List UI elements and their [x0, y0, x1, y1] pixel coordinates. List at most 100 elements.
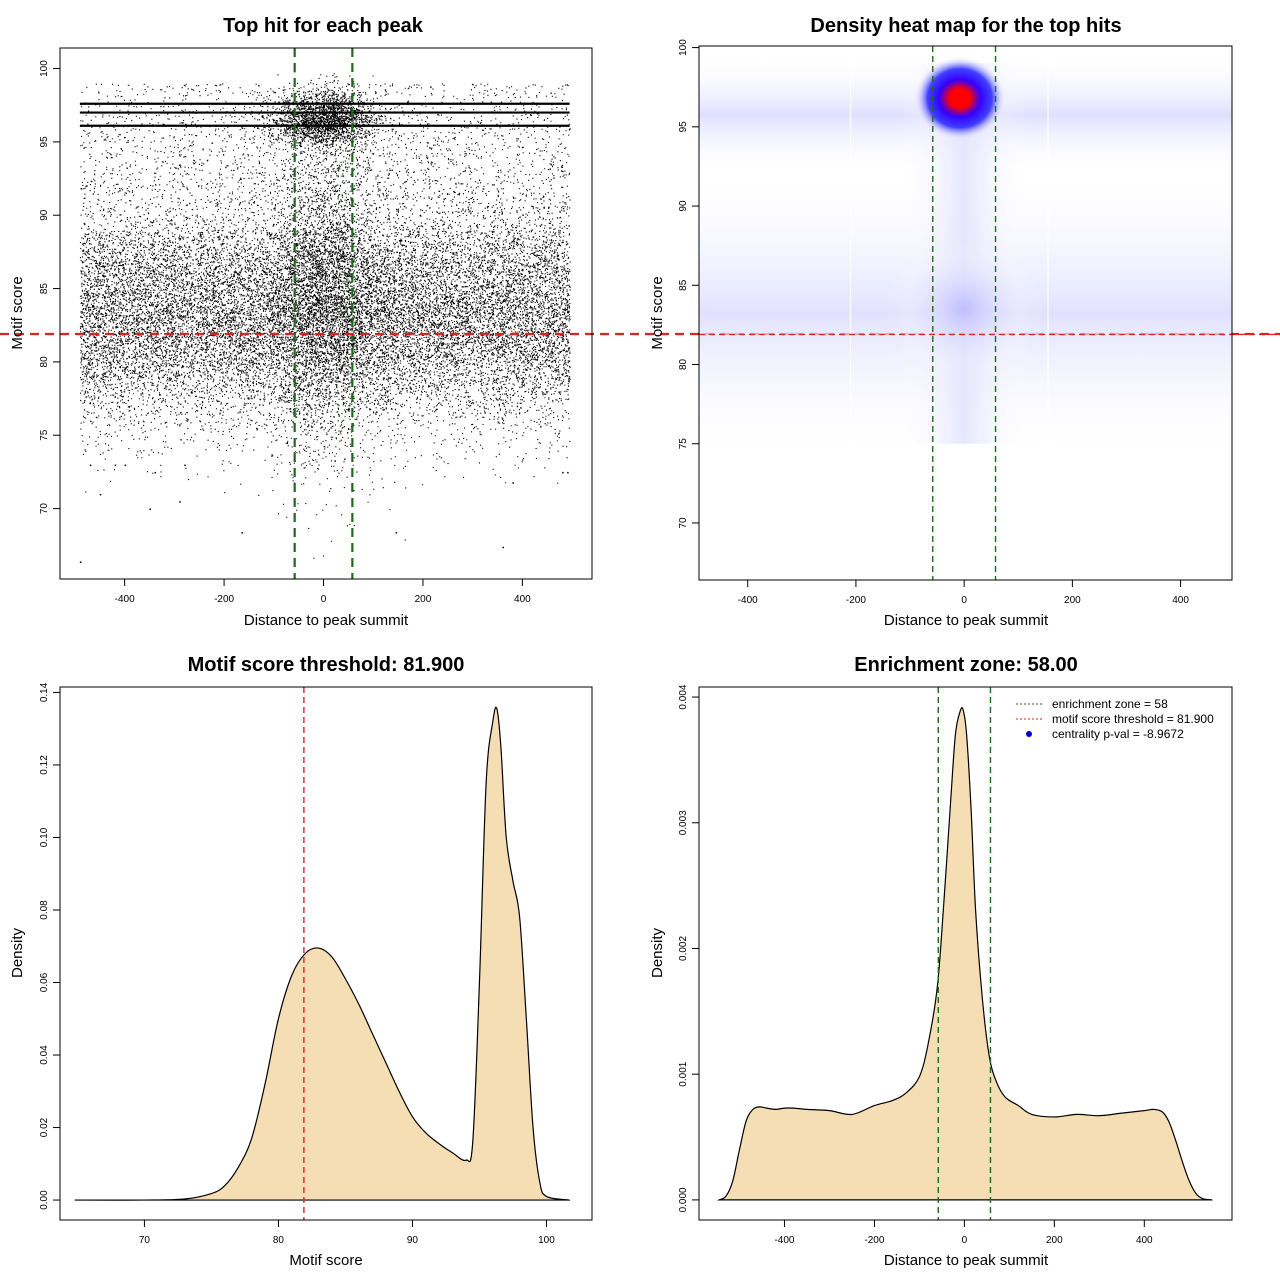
- y-tick-label: 95: [678, 121, 689, 133]
- score-density-x-label: Motif score: [289, 1252, 362, 1269]
- y-tick-label: 90: [678, 200, 689, 212]
- x-tick-label: 0: [962, 1235, 968, 1246]
- x-tick-label: -200: [214, 594, 234, 605]
- scatter-frame: [59, 47, 593, 580]
- scatter-y-ticks: 70 75 80 85 90 95 100: [39, 60, 60, 514]
- y-tick-label: 0.003: [678, 810, 689, 835]
- density-hotspot-main: [913, 56, 1006, 141]
- y-tick-label: 80: [39, 356, 50, 368]
- scatter-outlier-point: [562, 471, 564, 474]
- scatter-outlier-point: [99, 493, 102, 496]
- x-tick-label: 400: [1136, 1235, 1153, 1246]
- y-tick-label: 0.004: [678, 684, 689, 709]
- enrichment-zone-lines: [937, 687, 992, 1220]
- scatter-x-label: Distance to peak summit: [244, 612, 409, 629]
- scatter-point-cloud: [79, 71, 571, 559]
- distance-density-panel: Enrichment zone: 58.00 -400 -200 0 200 400 0…: [649, 654, 1233, 1269]
- x-tick-label: 400: [1172, 595, 1189, 606]
- x-tick-label: -200: [846, 595, 866, 606]
- y-tick-label: 85: [39, 283, 50, 295]
- scatter-points: [79, 71, 571, 563]
- legend-entry-pval: centrality p-val = -8.9672: [1052, 727, 1184, 741]
- scatter-outlier-point: [124, 464, 127, 467]
- y-tick-label: 0.002: [678, 936, 689, 961]
- y-tick-label: 0.14: [39, 682, 50, 702]
- legend: enrichment zone = 58 motif score thresho…: [1016, 697, 1214, 741]
- scatter-outlier-point: [512, 482, 514, 484]
- y-tick-label: 0.10: [39, 827, 50, 847]
- scatter-outlier-point: [395, 532, 398, 534]
- scatter-outlier-point: [241, 532, 243, 534]
- y-tick-label: 85: [678, 279, 689, 291]
- y-tick-label: 0.000: [678, 1187, 689, 1212]
- distance-density-y-label: Density: [649, 927, 666, 978]
- scatter-outlier-point: [89, 464, 92, 467]
- scatter-outlier-point: [502, 546, 505, 549]
- heatmap-x-ticks: -400 -200 0 200 400: [738, 580, 1189, 606]
- distance-density-x-label: Distance to peak summit: [884, 1252, 1049, 1269]
- x-tick-label: -400: [115, 594, 135, 605]
- y-tick-label: 0.02: [39, 1117, 50, 1137]
- heatmap-density: [699, 46, 1232, 460]
- y-tick-label: 80: [678, 358, 689, 370]
- score-density-title: Motif score threshold: 81.900: [188, 654, 465, 676]
- y-tick-label: 0.001: [678, 1061, 689, 1086]
- x-tick-label: 200: [1064, 595, 1081, 606]
- density-hotspot-secondary: [884, 239, 1045, 380]
- y-tick-label: 70: [39, 503, 50, 515]
- x-tick-label: -400: [774, 1235, 794, 1246]
- scatter-outlier-point: [179, 501, 181, 503]
- distance-density-area: [716, 707, 1212, 1201]
- x-tick-label: 0: [321, 594, 327, 605]
- y-tick-label: 75: [39, 429, 50, 441]
- distance-density-x-ticks: -400 -200 0 200 400: [774, 1220, 1153, 1246]
- scatter-outlier-point: [79, 561, 82, 563]
- distance-density-frame: [698, 686, 1233, 1221]
- y-tick-label: 0.04: [39, 1045, 50, 1065]
- score-density-y-label: Density: [9, 927, 26, 978]
- y-tick-label: 95: [39, 136, 50, 148]
- y-tick-label: 75: [678, 438, 689, 450]
- y-tick-label: 0.08: [39, 900, 50, 920]
- scatter-outlier-point: [184, 464, 186, 467]
- x-tick-label: 0: [961, 595, 967, 606]
- x-tick-label: 80: [273, 1235, 285, 1246]
- y-tick-label: 0.00: [39, 1190, 50, 1210]
- y-tick-label: 70: [678, 517, 689, 529]
- x-tick-label: 90: [407, 1235, 419, 1246]
- score-density-frame: [59, 686, 593, 1221]
- y-tick-label: 0.06: [39, 972, 50, 992]
- distance-density-y-ticks: 0.000 0.001 0.002 0.003 0.004: [678, 684, 699, 1212]
- scatter-outlier-point: [567, 471, 569, 474]
- legend-entry-threshold: motif score threshold = 81.900: [1052, 712, 1214, 726]
- scatter-x-ticks: -400 -200 0 200 400: [115, 579, 531, 605]
- legend-entry-zone: enrichment zone = 58: [1052, 697, 1168, 711]
- x-tick-label: 200: [1046, 1235, 1063, 1246]
- heatmap-reference-lines: [699, 46, 1280, 580]
- scatter-title: Top hit for each peak: [223, 15, 424, 37]
- x-tick-label: 70: [139, 1235, 151, 1246]
- score-density-x-ticks: 70 80 90 100: [139, 1220, 555, 1246]
- scatter-y-label: Motif score: [9, 276, 26, 349]
- x-tick-label: 200: [415, 594, 432, 605]
- scatter-panel: Top hit for each peak -400 -200 0 200 400 70…: [0, 15, 1280, 629]
- score-density-area: [74, 706, 570, 1201]
- heatmap-frame: [698, 45, 1233, 581]
- y-tick-label: 0.12: [39, 755, 50, 775]
- scatter-outlier-point: [154, 471, 156, 474]
- scatter-outlier-point: [114, 464, 117, 467]
- x-tick-label: -200: [864, 1235, 884, 1246]
- x-tick-label: 100: [538, 1235, 555, 1246]
- heatmap-y-ticks: 70 75 80 85 90 95 100: [678, 39, 699, 529]
- distance-density-title: Enrichment zone: 58.00: [854, 654, 1077, 676]
- x-tick-label: 400: [514, 594, 531, 605]
- scatter-outlier-point: [149, 508, 151, 511]
- x-tick-label: -400: [738, 595, 758, 606]
- heatmap-panel: Density heat map for the top hits: [649, 15, 1280, 629]
- score-density-y-ticks: 0.00 0.02 0.04 0.06 0.08 0.10 0.12 0.14: [39, 682, 60, 1210]
- y-tick-label: 100: [678, 39, 689, 56]
- score-density-panel: Motif score threshold: 81.900 70 80 90 100 …: [9, 654, 593, 1269]
- y-tick-label: 90: [39, 209, 50, 221]
- y-tick-label: 100: [39, 60, 50, 77]
